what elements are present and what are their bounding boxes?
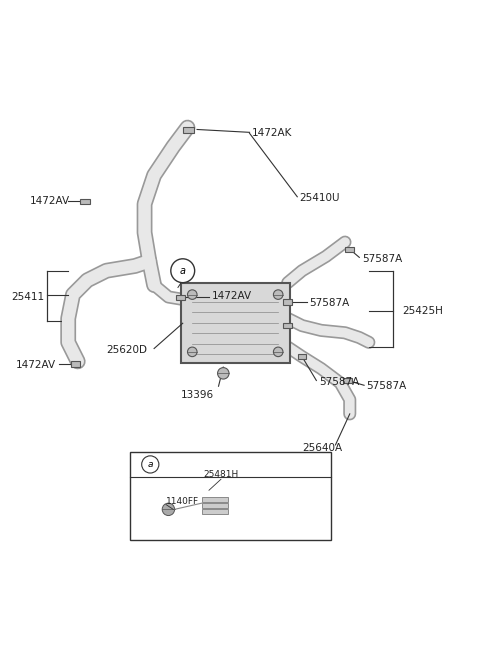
Text: 25410U: 25410U [300,193,340,203]
Text: 25640A: 25640A [302,443,342,453]
Text: 57587A: 57587A [362,254,402,264]
Bar [202,497,228,502]
Circle shape [188,290,197,299]
Text: 57587A: 57587A [366,381,407,391]
Text: a: a [147,460,153,469]
Bar [283,323,292,329]
Text: 57587A: 57587A [309,298,349,308]
Bar [71,361,80,367]
Text: 13396: 13396 [180,390,214,400]
Circle shape [274,347,283,357]
Bar [130,452,331,541]
Bar [176,295,185,300]
Bar [298,354,306,359]
Text: 57587A: 57587A [319,377,359,388]
Text: 25425H: 25425H [402,306,443,316]
Bar [80,199,90,204]
Circle shape [217,367,229,379]
Bar [343,379,352,383]
Bar [202,503,228,508]
Circle shape [171,259,195,283]
Text: a: a [180,266,186,276]
Text: 25411: 25411 [11,292,44,302]
Text: 25481H: 25481H [204,470,239,479]
Circle shape [274,290,283,299]
Bar [346,247,354,252]
Bar [202,509,228,514]
FancyBboxPatch shape [181,283,289,363]
Text: 1140FF: 1140FF [166,497,199,506]
Text: 1472AK: 1472AK [252,129,292,138]
Circle shape [142,456,159,473]
Text: 1472AV: 1472AV [211,291,252,300]
Text: 1472AV: 1472AV [16,359,56,370]
Bar [283,299,292,304]
Text: 25620D: 25620D [107,346,147,356]
Bar [183,127,194,133]
Text: 1472AV: 1472AV [30,196,70,206]
Circle shape [188,347,197,357]
Circle shape [162,503,175,516]
